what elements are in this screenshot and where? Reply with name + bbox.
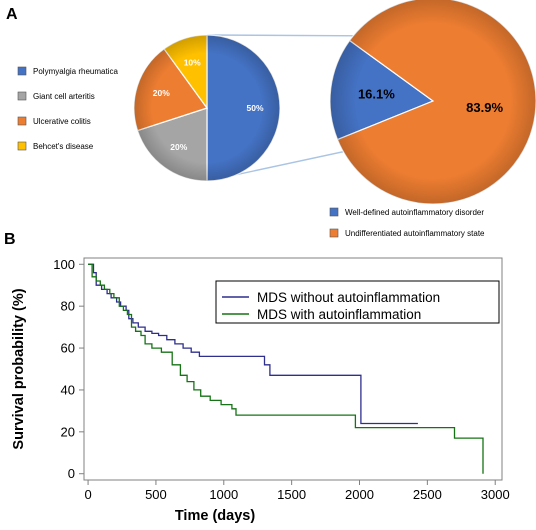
legend-diagnoses: Polymyalgia rheumatica Giant cell arterit… (17, 66, 118, 151)
legend2-swatch-well-defined-autoinflammatory-disorder (329, 207, 339, 217)
x-tick-label-2000: 2000 (345, 487, 374, 502)
legend1-entry-ulcerative-colitis: Ulcerative colitis (33, 117, 91, 126)
y-tick-label-100: 100 (53, 257, 75, 272)
legend-entry-mds-with-autoinflammation: MDS with autoinflammation (257, 307, 421, 322)
survival-curves (88, 263, 484, 474)
x-tick-label-0: 0 (84, 487, 91, 502)
legend-box (215, 280, 500, 324)
y-tick-label-80: 80 (61, 299, 75, 314)
panel-a-pie-charts: 50% 20% 20% 10% 16.1% 83.9% Polymyalgia rheu… (17, 0, 536, 238)
legend1-entry-giant-cell-arteritis: Giant cell arteritis (33, 92, 95, 101)
curve-mds-without-autoinflammation (88, 263, 418, 425)
legend1-swatch-behcet-s-disease (17, 141, 27, 151)
legend-survival: MDS without autoinflammation MDS with aut… (215, 280, 500, 324)
x-axis-title: Time (days) (175, 508, 255, 524)
x-tick-label-1000: 1000 (209, 487, 238, 502)
legend1-swatch-giant-cell-arteritis (17, 91, 27, 101)
legend2-entry-well-defined-autoinflammatory-disorder: Well-defined autoinflammatory disorder (345, 208, 484, 217)
panel-b-survival-chart: 0 500 1000 1500 2000 2500 3000 0 20 40 60 80 100 MDS… (11, 257, 510, 524)
pie2-label-undifferentiated-autoinflammatory-state: 83.9% (466, 100, 503, 115)
legend-autoinflammatory: Well-defined autoinflammatory disorder Un… (329, 207, 485, 238)
panel-b-label: B (4, 231, 16, 248)
pie2-shading (330, 0, 536, 204)
x-tick-label-2500: 2500 (413, 487, 442, 502)
pie1-label-behcet-s-disease: 10% (184, 57, 201, 67)
pie1-label-ulcerative-colitis: 20% (153, 88, 170, 98)
x-tick-label-1500: 1500 (277, 487, 306, 502)
y-tick-label-40: 40 (61, 382, 75, 397)
legend-entry-mds-without-autoinflammation: MDS without autoinflammation (257, 290, 440, 305)
pie2-label-well-defined-autoinflammatory-disorder: 16.1% (358, 87, 395, 102)
legend1-entry-behcet-s-disease: Behcet's disease (33, 142, 94, 151)
y-tick-label-60: 60 (61, 341, 75, 356)
pie1-shading (134, 35, 280, 181)
plot-frame (83, 257, 503, 481)
panel-a-label: A (6, 6, 18, 23)
x-tick-label-3000: 3000 (481, 487, 510, 502)
pie1-label-polymyalgia-rheumatica: 50% (246, 103, 263, 113)
y-tick-label-20: 20 (61, 424, 75, 439)
legend1-swatch-polymyalgia-rheumatica (17, 66, 27, 76)
y-axis-title: Survival probability (%) (11, 288, 27, 449)
y-tick-label-0: 0 (68, 466, 75, 481)
legend2-entry-undifferentiated-autoinflammatory-state: Undifferentiated autoinflammatory state (345, 229, 485, 238)
pie-chart-autoinflammatory: 16.1% 83.9% (329, 0, 536, 205)
legend1-entry-polymyalgia-rheumatica: Polymyalgia rheumatica (33, 67, 118, 76)
curve-mds-with-autoinflammation (88, 263, 484, 474)
pie-chart-diagnoses: 50% 20% 20% 10% (133, 34, 281, 182)
legend1-swatch-ulcerative-colitis (17, 116, 27, 126)
pie1-label-giant-cell-arteritis: 20% (170, 142, 187, 152)
x-tick-label-500: 500 (145, 487, 167, 502)
axis-ticks: 0 500 1000 1500 2000 2500 3000 0 20 40 60 80 100 (53, 257, 509, 502)
legend2-swatch-undifferentiated-autoinflammatory-state (329, 228, 339, 238)
